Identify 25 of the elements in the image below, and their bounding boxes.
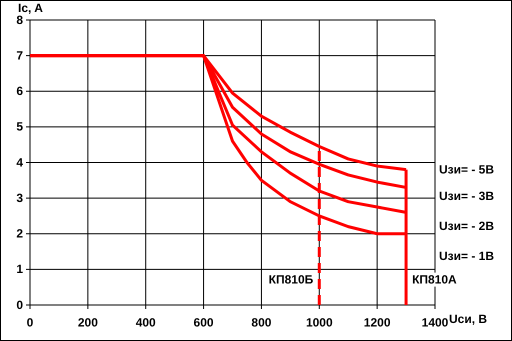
- text: Uзи= - 3В: [439, 189, 494, 203]
- x-tick-label: 1400: [422, 315, 449, 330]
- text: Uзи= - 5В: [439, 162, 494, 177]
- x-tick-label: 1000: [306, 315, 333, 330]
- text: Uзи= - 1В: [439, 249, 494, 263]
- annotation: КП810Б: [268, 272, 314, 287]
- y-tick-label: 1: [16, 262, 24, 276]
- y-tick-label: 2: [16, 226, 24, 241]
- x-tick-label: 0: [26, 315, 34, 330]
- x-tick-label: 1200: [364, 315, 391, 330]
- y-tick-label: 7: [16, 48, 24, 62]
- y-tick-label: 4: [16, 155, 24, 170]
- y-tick-label: 6: [16, 84, 24, 98]
- x-tick-label: 800: [251, 315, 272, 330]
- y-tick-label: 3: [16, 190, 24, 205]
- y-tick-label: 0: [16, 298, 24, 312]
- y-axis-title: Ic, A: [18, 1, 44, 15]
- annotation: КП810А: [412, 272, 458, 287]
- x-tick-label: 600: [194, 315, 214, 330]
- x-axis-title: Uси, В: [449, 312, 488, 326]
- y-tick-label: 5: [16, 120, 24, 134]
- y-tick-label: 8: [16, 12, 24, 27]
- text: Uзи= - 2В: [439, 219, 494, 233]
- x-tick-label: 400: [136, 315, 156, 330]
- x-tick-label: 200: [78, 315, 98, 330]
